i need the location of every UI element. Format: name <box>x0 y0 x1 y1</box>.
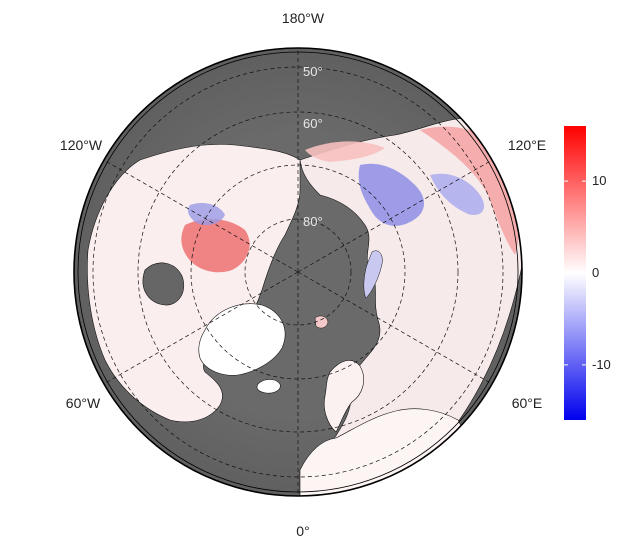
map-disk <box>74 48 522 496</box>
siberia-cool <box>358 163 425 226</box>
colorbar-tick-label: -10 <box>592 357 611 372</box>
lon-label-bottom: 0° <box>296 523 309 539</box>
land-iceland <box>256 379 281 394</box>
graticule <box>92 48 504 496</box>
colorbar-ticks: 10 0 -10 <box>564 173 611 372</box>
colorbar-tick-label: 0 <box>592 265 599 280</box>
land-north-america <box>87 144 301 423</box>
lon-label-lower-right: 60°E <box>512 395 543 411</box>
land-scandinavia <box>323 360 364 433</box>
lat-label-60: 60° <box>303 116 323 131</box>
lat-label-80: 80° <box>303 214 323 229</box>
siberia-warm-2 <box>305 141 385 162</box>
alaska-cool <box>187 203 225 226</box>
lon-label-upper-right: 120°E <box>508 137 546 153</box>
lon-label-top: 180°W <box>282 10 325 26</box>
colorbar: 10 0 -10 <box>564 126 611 420</box>
archipelago-warm <box>181 218 250 273</box>
land-novaya-zemlya <box>363 250 383 299</box>
colorbar-gradient <box>564 126 586 420</box>
land-greenland <box>198 303 286 376</box>
map-outline-inner <box>77 51 519 493</box>
lon-label-lower-left: 60°W <box>66 395 101 411</box>
lon-label-upper-left: 120°W <box>60 137 103 153</box>
siberia-cool-2 <box>430 173 485 216</box>
map-outline <box>73 47 523 497</box>
colorbar-tick-label: 10 <box>592 173 606 188</box>
lat-label-50: 50° <box>303 64 323 79</box>
hudson-bay <box>142 262 185 306</box>
land-svalbard <box>314 315 329 329</box>
